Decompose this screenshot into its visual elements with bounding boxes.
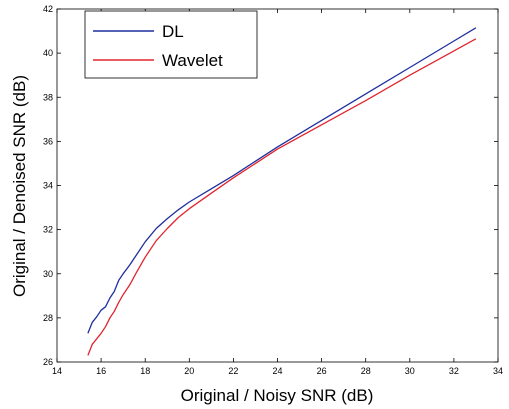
y-tick-label: 40: [43, 48, 53, 58]
y-tick-label: 36: [43, 136, 53, 146]
y-tick-label: 38: [43, 92, 53, 102]
y-tick-label: 42: [43, 4, 53, 14]
legend: DL Wavelet: [84, 10, 258, 79]
x-tick-label: 22: [228, 366, 238, 376]
legend-label-wavelet: Wavelet: [162, 51, 223, 70]
y-tick-label: 34: [43, 181, 53, 191]
series-line-dl: [87, 27, 477, 334]
x-tick-label: 34: [493, 366, 503, 376]
x-axis-label: Original / Noisy SNR (dB): [181, 386, 374, 405]
x-tick-label: 16: [96, 366, 106, 376]
x-tick-label: 32: [449, 366, 459, 376]
legend-label-dl: DL: [162, 22, 184, 41]
y-tick-label: 28: [43, 313, 53, 323]
x-tick-label: 18: [140, 366, 150, 376]
x-tick-label: 14: [52, 366, 62, 376]
series-line-wavelet: [87, 38, 477, 356]
y-tick-label: 30: [43, 269, 53, 279]
x-tick-label: 24: [272, 366, 282, 376]
x-tick-label: 26: [317, 366, 327, 376]
x-tick-label: 30: [405, 366, 415, 376]
y-tick-label: 26: [43, 357, 53, 367]
y-tick-label: 32: [43, 225, 53, 235]
axis-ticks: 14 16 18 20 22 24 26 28 30 32 34 26 28 30 32 34 36 38 40 42: [43, 4, 503, 376]
series-group: [87, 27, 477, 356]
legend-box: [84, 10, 258, 79]
x-tick-label: 20: [184, 366, 194, 376]
y-axis-label: Original / Denoised SNR (dB): [10, 75, 29, 297]
x-tick-label: 28: [361, 366, 371, 376]
